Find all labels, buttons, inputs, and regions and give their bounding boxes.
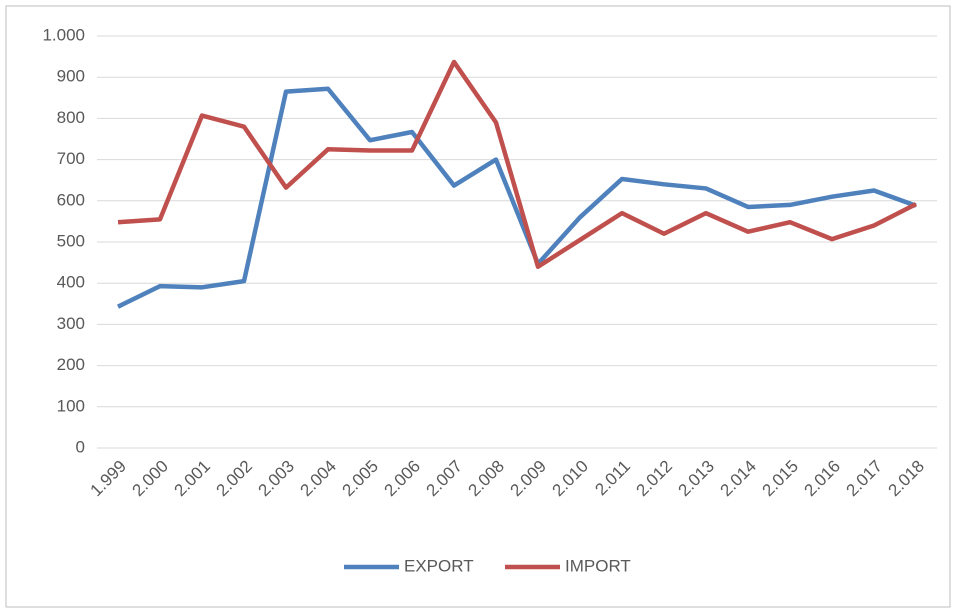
legend-label: EXPORT bbox=[404, 556, 474, 575]
legend-label: IMPORT bbox=[565, 556, 631, 575]
y-tick-label: 300 bbox=[57, 314, 85, 333]
y-tick-label: 200 bbox=[57, 355, 85, 374]
y-tick-label: 800 bbox=[57, 108, 85, 127]
chart-border bbox=[5, 5, 951, 608]
y-tick-label: 0 bbox=[76, 437, 85, 456]
series-line bbox=[117, 86, 917, 309]
y-tick-label: 700 bbox=[57, 149, 85, 168]
y-tick-label: 900 bbox=[57, 67, 85, 86]
y-tick-label: 100 bbox=[57, 396, 85, 415]
y-tick-label: 1.000 bbox=[42, 25, 85, 44]
y-tick-label: 500 bbox=[57, 231, 85, 250]
y-tick-label: 600 bbox=[57, 190, 85, 209]
y-tick-label: 400 bbox=[57, 273, 85, 292]
series-line bbox=[117, 59, 918, 269]
